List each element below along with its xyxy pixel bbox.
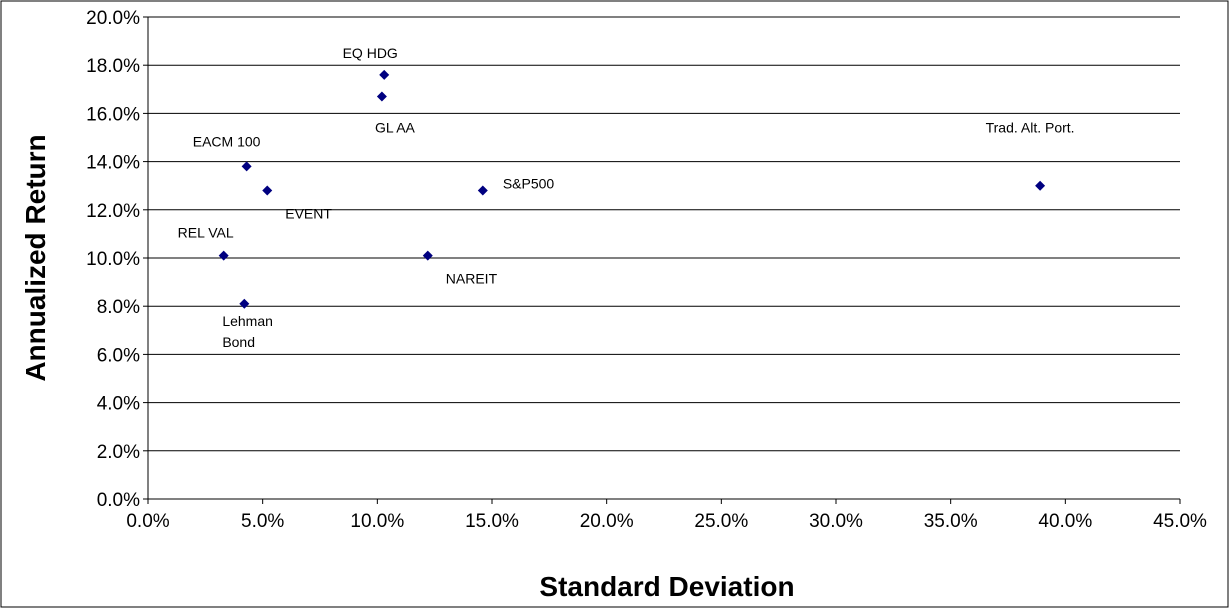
y-tick-label: 18.0% bbox=[86, 56, 140, 77]
point-label: S&P500 bbox=[503, 176, 555, 192]
x-tick-label: 10.0% bbox=[350, 511, 404, 532]
y-tick-label: 8.0% bbox=[97, 297, 140, 318]
y-tick-label: 0.0% bbox=[97, 490, 140, 511]
y-tick-label: 10.0% bbox=[86, 249, 140, 270]
point-label: Trad. Alt. Port. bbox=[986, 120, 1075, 136]
y-tick-label: 2.0% bbox=[97, 442, 140, 463]
x-tick-label: 0.0% bbox=[126, 511, 169, 532]
x-tick-label: 20.0% bbox=[580, 511, 634, 532]
point-label: EACM 100 bbox=[193, 133, 261, 149]
tick-labels: 0.0% 2.0% 4.0% 6.0% 8.0% 10.0% 12.0% 14.0% 16.0%… bbox=[86, 8, 1207, 532]
axes bbox=[143, 16, 1181, 504]
point-label: REL VAL bbox=[178, 225, 234, 241]
data-point-marker bbox=[376, 91, 387, 102]
data-point-marker bbox=[239, 298, 250, 309]
point-label: GL AA bbox=[375, 120, 416, 136]
point-labels: EQ HDG GL AA EACM 100 EVENT S&P500 Trad. Alt.… bbox=[178, 45, 1075, 350]
y-tick-label: 20.0% bbox=[86, 8, 140, 29]
data-point-marker bbox=[477, 185, 488, 196]
point-label: EVENT bbox=[285, 206, 332, 222]
data-point-marker bbox=[379, 69, 390, 80]
point-label: Lehman Bond bbox=[222, 313, 273, 350]
x-tick-label: 40.0% bbox=[1038, 511, 1092, 532]
y-tick-label: 16.0% bbox=[86, 104, 140, 125]
y-tick-label: 6.0% bbox=[97, 345, 140, 366]
y-tick-label: 12.0% bbox=[86, 201, 140, 222]
x-tick-label: 35.0% bbox=[924, 511, 978, 532]
data-point-marker bbox=[218, 250, 229, 261]
data-points bbox=[218, 69, 1046, 309]
x-tick-label: 45.0% bbox=[1153, 511, 1207, 532]
x-axis-title: Standard Deviation bbox=[539, 571, 794, 602]
y-axis-title: Annualized Return bbox=[20, 134, 51, 381]
data-point-marker bbox=[241, 161, 252, 172]
data-point-marker bbox=[262, 185, 273, 196]
y-tick-label: 4.0% bbox=[97, 394, 140, 415]
grid-lines bbox=[148, 16, 1180, 452]
x-tick-label: 15.0% bbox=[465, 511, 519, 532]
point-label: NAREIT bbox=[446, 271, 498, 287]
data-point-marker bbox=[1035, 180, 1046, 191]
y-tick-label: 14.0% bbox=[86, 153, 140, 174]
data-point-marker bbox=[422, 250, 433, 261]
x-tick-label: 30.0% bbox=[809, 511, 863, 532]
x-tick-label: 25.0% bbox=[694, 511, 748, 532]
x-tick-label: 5.0% bbox=[241, 511, 284, 532]
point-label: EQ HDG bbox=[343, 45, 398, 61]
